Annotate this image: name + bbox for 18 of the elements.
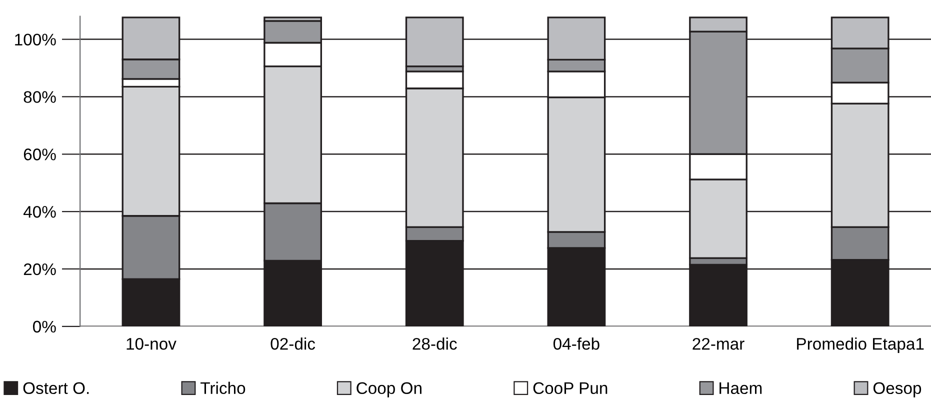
legend-label: Ostert O. xyxy=(23,382,89,394)
legend-label: Coop On xyxy=(356,382,422,398)
y-tick-label: 20% xyxy=(24,263,56,276)
x-tick-label: 02-dic xyxy=(270,338,316,350)
x-tick-label: 10-nov xyxy=(126,338,176,350)
legend-label: CooP Pun xyxy=(533,382,608,394)
legend-label: Tricho xyxy=(200,382,246,394)
y-tick-label: 0% xyxy=(33,320,56,333)
legend-label: Haem xyxy=(720,382,762,394)
x-tick-label: Promedio Etapa1 xyxy=(797,338,924,354)
legend-label: Oesop xyxy=(873,382,922,398)
y-tick-label: 80% xyxy=(24,91,56,103)
x-tick-label: 22-mar xyxy=(692,338,744,350)
x-tick-label: 28-dic xyxy=(412,338,457,350)
y-tick-label: 60% xyxy=(24,148,56,160)
y-tick-label: 40% xyxy=(23,206,56,218)
y-tick-label: 100% xyxy=(15,34,56,46)
x-tick-label: 04-feb xyxy=(553,338,600,350)
